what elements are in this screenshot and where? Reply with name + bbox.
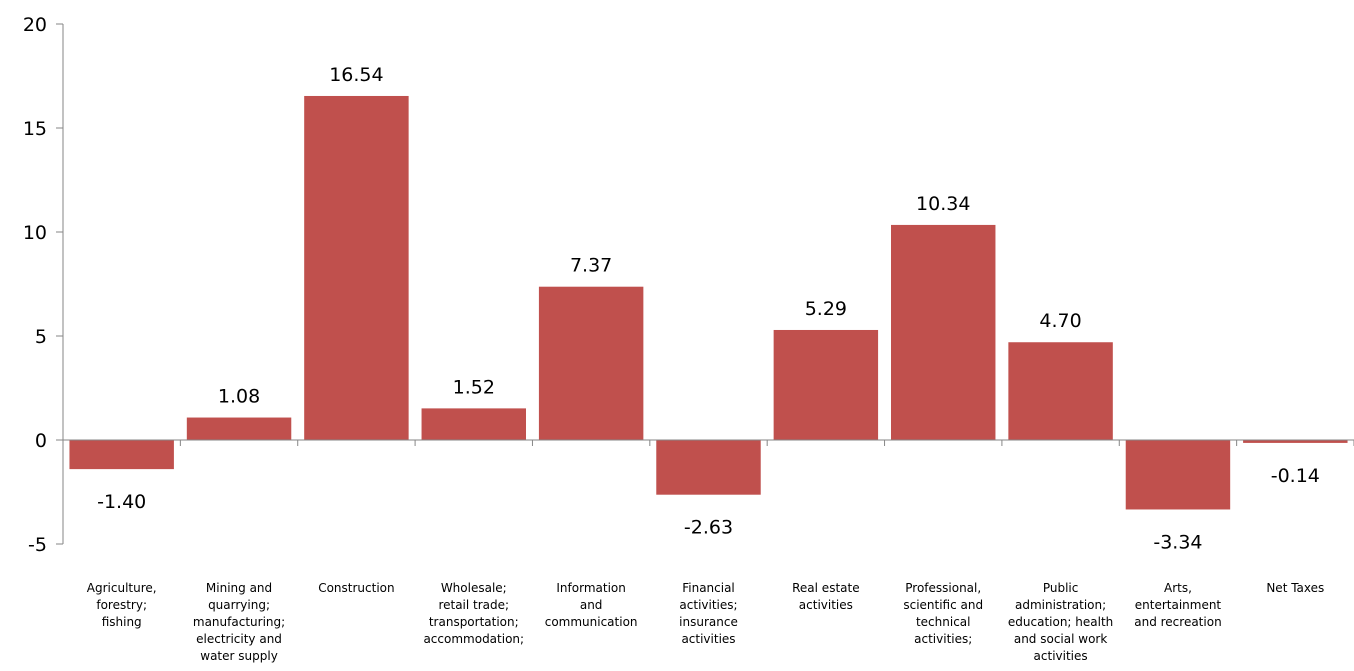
y-tick-label: 20 <box>23 14 47 36</box>
data-label: 4.70 <box>1039 310 1081 332</box>
data-label: -2.63 <box>684 517 733 539</box>
category-label-line: retail trade; <box>438 598 509 612</box>
category-label-line: scientific and <box>903 598 983 612</box>
category-label-line: Public <box>1043 581 1079 595</box>
category-label: Professional, scientific and technical acti… <box>903 581 983 646</box>
category-label-line: water supply <box>200 649 278 663</box>
category-label-line: transportation; <box>429 615 519 629</box>
category-label-line: forestry; <box>96 598 147 612</box>
category-label-line: fishing <box>102 615 142 629</box>
y-tick-label: 10 <box>23 222 47 244</box>
category-label: Wholesale; retail trade; transportation; ac… <box>423 581 524 646</box>
data-label: 1.08 <box>218 386 260 408</box>
category-label-line: technical <box>916 615 971 629</box>
y-axis: -5 0 5 10 15 20 <box>23 14 64 556</box>
category-label-line: quarrying; <box>208 598 270 612</box>
category-labels: Agriculture, forestry; fishing Mining and qu… <box>87 581 1325 663</box>
category-label-line: Financial <box>682 581 735 595</box>
bar <box>1243 440 1348 443</box>
category-label-line: Wholesale; <box>441 581 507 595</box>
data-label: 5.29 <box>805 298 847 320</box>
category-label: Construction <box>318 581 394 595</box>
bar <box>656 440 761 495</box>
category-label-line: communication <box>545 615 638 629</box>
bar <box>1008 342 1113 440</box>
category-label-line: Real estate <box>792 581 859 595</box>
bar <box>891 224 996 440</box>
category-label-line: activities; <box>679 598 737 612</box>
category-label-line: Construction <box>318 581 394 595</box>
category-label-line: activities <box>681 632 735 646</box>
category-label: Mining and quarrying; manufacturing; electr… <box>193 581 285 663</box>
bar <box>421 408 526 440</box>
bar <box>1125 440 1231 510</box>
category-label: Real estate activities <box>792 581 859 612</box>
data-labels: -1.40 1.08 16.54 1.52 7.37 -2.63 5.29 10.34 4.70… <box>97 64 1320 554</box>
bar <box>304 95 409 440</box>
bar <box>538 286 644 440</box>
y-tick-label: 5 <box>35 326 47 348</box>
category-label-line: and social work <box>1014 632 1108 646</box>
data-label: 7.37 <box>570 255 612 277</box>
category-label-line: activities <box>799 598 853 612</box>
category-label-line: activities; <box>914 632 972 646</box>
category-label: Net Taxes <box>1266 581 1324 595</box>
category-label-line: electricity and <box>196 632 282 646</box>
category-label-line: administration; <box>1015 598 1106 612</box>
category-label-line: entertainment <box>1135 598 1222 612</box>
data-label: 10.34 <box>916 193 970 215</box>
category-label: Agriculture, forestry; fishing <box>87 581 157 629</box>
y-tick-label: 0 <box>35 430 47 452</box>
data-label: -1.40 <box>97 491 146 513</box>
category-label-line: education; health <box>1008 615 1113 629</box>
bar-series <box>69 95 1348 510</box>
zero-axis <box>62 439 1354 446</box>
bar <box>773 329 879 440</box>
category-label-line: Professional, <box>905 581 981 595</box>
category-label-line: Information <box>556 581 625 595</box>
category-label-line: Agriculture, <box>87 581 157 595</box>
data-label: 16.54 <box>329 64 383 86</box>
category-label-line: Arts, <box>1164 581 1192 595</box>
category-label-line: insurance <box>679 615 738 629</box>
category-label: Information and communication <box>545 581 638 629</box>
bar <box>186 417 292 440</box>
category-label-line: and <box>580 598 603 612</box>
data-label: 1.52 <box>453 376 495 398</box>
bar <box>69 440 174 470</box>
category-label-line: activities <box>1034 649 1088 663</box>
category-label: Financial activities; insurance activities <box>679 581 738 646</box>
category-label: Public administration; education; health an… <box>1008 581 1113 663</box>
category-label-line: Net Taxes <box>1266 581 1324 595</box>
category-label: Arts, entertainment and recreation <box>1134 581 1221 629</box>
category-label-line: Mining and <box>206 581 272 595</box>
category-label-line: accommodation; <box>423 632 524 646</box>
y-tick-label: -5 <box>28 534 47 556</box>
data-label: -3.34 <box>1153 531 1202 553</box>
category-label-line: and recreation <box>1134 615 1221 629</box>
y-tick-label: 15 <box>23 118 47 140</box>
data-label: -0.14 <box>1271 465 1320 487</box>
category-label-line: manufacturing; <box>193 615 285 629</box>
